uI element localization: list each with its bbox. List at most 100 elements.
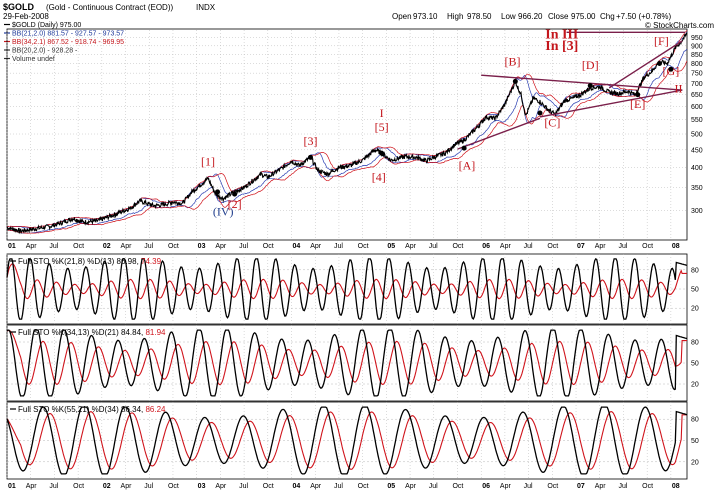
month-tick-label: Apr [121,483,133,490]
wave-label: (IV) [213,205,234,219]
wave-label: II [674,81,682,95]
month-tick-label: Apr [500,483,512,490]
month-tick-label: Apr [595,243,607,250]
price-tick-label: 600 [691,104,703,111]
legend-entry: BB(21,2.0) 881.57 - 927.57 - 973.57 [12,31,124,38]
sto-panel-3: 20 50 80 Full STO %K(55,21) %D(34) 86.34, 8… [6,401,699,480]
pivot-dot [512,78,518,84]
month-tick-label: Jul [429,243,438,250]
legend-entry: $GOLD (Daily) 975.00 [12,22,81,29]
sto-d-value: 74.39 [141,257,162,266]
pivot-dot [668,66,674,72]
wave-annotations: (IV)[1][2][3][4]I[5][A][B][C][D][E][F][G… [201,27,682,218]
high-value: 978.50 [467,12,492,21]
price-tick-label: 650 [691,92,703,99]
year-tick-label: 05 [387,243,395,250]
low-label: Low [501,12,516,21]
price-tick-label: 700 [691,81,703,88]
contract-name: (Gold - Continuous Contract (EOD)) [46,3,173,12]
pivot-dot [587,83,593,89]
sto-tick-label: 50 [691,438,699,445]
sto-d-value: 86.24 [145,405,166,414]
year-tick-label: 06 [482,483,490,490]
year-tick-label: 08 [672,483,680,490]
gold-price-line [6,32,688,235]
month-tick-label: Apr [310,243,322,250]
month-tick-label: Jul [429,483,438,490]
month-tick-label: Oct [263,483,274,490]
price-tick-label: 750 [691,71,703,78]
month-tick-label: Apr [595,483,607,490]
year-tick-label: 07 [577,483,585,490]
month-tick-label: Jul [524,243,533,250]
month-tick-label: Apr [26,243,38,250]
price-tick-label: 950 [691,35,703,42]
watermark: © StockCharts.com [645,21,714,30]
symbol-title: $GOLD [3,2,35,12]
sto-title: Full STO %K(34,13) %D(21) 84.84, 81.94 [18,328,166,337]
close-value: 975.00 [571,12,596,21]
sto-tick-label: 20 [691,459,699,466]
sto-tick-label: 50 [691,287,699,294]
sto-k-line [6,258,688,320]
sto-k-line [6,329,688,397]
wave-label: I [380,106,384,120]
month-tick-label: Oct [168,243,179,250]
pivot-dot [379,150,385,156]
date-axis: 01 Apr Jul Oct 02 Apr Jul Oct 03 Apr Jul Oct 04 Apr Ju… [8,243,680,250]
wave-label: [4] [372,170,386,184]
wave-label: [3] [303,134,317,148]
sto-tick-label: 80 [691,340,699,347]
pivot-dot [461,145,467,151]
month-tick-label: Jul [239,483,248,490]
month-tick-label: Oct [73,243,84,250]
month-tick-label: Jul [618,243,627,250]
sto-tick-label: 50 [691,361,699,368]
sto-tick-label: 20 [691,382,699,389]
month-tick-label: Oct [263,243,274,250]
chg-value: +7.50 (+0.78%) [616,12,671,21]
month-tick-label: Apr [121,243,133,250]
month-tick-label: Jul [49,243,58,250]
sto-title: Full STO %K(55,21) %D(34) 86.34, 86.24 [18,405,166,414]
year-tick-label: 02 [103,243,111,250]
wave-label: [E] [630,97,645,111]
month-tick-label: Apr [215,483,227,490]
pivot-dot [215,189,221,195]
sto-d-line [6,329,687,386]
price-tick-label: 500 [691,132,703,139]
month-tick-label: Jul [144,243,153,250]
wave-label: In III [545,27,578,42]
price-tick-label: 800 [691,61,703,68]
month-tick-label: Apr [405,483,417,490]
sto-panel-1: 20 50 80 Full STO %K(21,8) %D(13) 86.98, 74… [6,253,699,325]
year-tick-label: 03 [198,243,206,250]
month-tick-label: Oct [358,243,369,250]
month-tick-label: Oct [642,243,653,250]
price-tick-label: 550 [691,117,703,124]
legend-entry: Volume undef [12,56,55,63]
month-tick-label: Oct [642,483,653,490]
trend-line [457,117,541,150]
month-tick-label: Oct [547,483,558,490]
month-tick-label: Jul [239,243,248,250]
legend-entry: BB(20,2.0) - 928.28 - [12,48,78,55]
price-layer [6,30,688,235]
price-panel-frame [6,28,688,241]
year-tick-label: 04 [293,483,301,490]
month-tick-label: Jul [334,243,343,250]
sto-d-line [6,411,687,470]
wave-label: [1] [201,155,215,169]
sto-tick-label: 20 [691,306,699,313]
year-tick-label: 05 [387,483,395,490]
year-tick-label: 01 [8,483,16,490]
open-label: Open [392,12,412,21]
sto-d-value: 81.94 [145,328,166,337]
trend-line [608,40,683,89]
pivot-dot [232,191,238,197]
open-value: 973.10 [413,12,438,21]
pivot-dot [537,110,543,116]
price-tick-label: 450 [691,147,703,154]
month-tick-label: Oct [73,483,84,490]
wave-label: [A] [459,158,476,172]
